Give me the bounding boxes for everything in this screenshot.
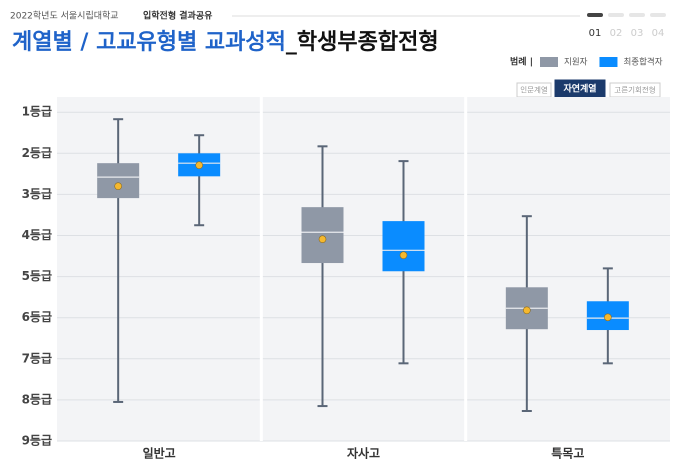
legend-swatch <box>599 57 618 67</box>
page-number[interactable]: 01 <box>589 28 602 39</box>
plot-background <box>57 97 670 441</box>
mean-dot <box>523 306 531 315</box>
legend-swatch <box>540 57 558 67</box>
page-bar[interactable] <box>608 13 624 17</box>
mean-dot <box>399 251 408 260</box>
title-sub: _학생부종합전형 <box>286 29 439 55</box>
page-number[interactable]: 03 <box>631 28 644 39</box>
header-school: 2022학년도 서울시립대학교 <box>10 11 119 22</box>
page-bar[interactable] <box>629 13 645 17</box>
y-tick-label: 9등급 <box>22 434 52 448</box>
title-main: 계열별 / 고교유형별 교과성적 <box>12 30 286 55</box>
y-tick-label: 3등급 <box>22 187 52 201</box>
legend-label: 지원자 <box>564 58 588 68</box>
page-bar[interactable] <box>650 13 666 17</box>
x-tick-label: 특목고 <box>551 446 584 461</box>
page-number[interactable]: 02 <box>610 28 623 39</box>
mean-dot <box>318 235 327 244</box>
header-section: 입학전형 결과공유 <box>143 10 212 22</box>
box <box>382 221 425 272</box>
page-bar[interactable] <box>587 13 603 17</box>
mean-dot <box>114 182 122 190</box>
box <box>97 163 140 199</box>
y-tick-label: 1등급 <box>22 105 52 119</box>
legend-label: 범례 | <box>510 56 533 68</box>
y-tick-label: 7등급 <box>22 351 52 365</box>
page-number[interactable]: 04 <box>652 28 665 39</box>
tab-label[interactable]: 고른기회전형 <box>614 85 655 95</box>
y-tick-label: 2등급 <box>22 146 52 160</box>
mean-dot <box>604 313 612 322</box>
y-tick-label: 4등급 <box>22 228 52 242</box>
tab-label[interactable]: 자연계열 <box>563 83 596 95</box>
x-tick-label: 일반고 <box>143 446 176 461</box>
mean-dot <box>195 161 203 170</box>
y-tick-label: 6등급 <box>22 310 52 324</box>
legend-label: 최종합격자 <box>623 57 662 68</box>
y-tick-label: 5등급 <box>22 269 52 283</box>
x-tick-label: 자사고 <box>347 446 380 461</box>
box <box>301 207 344 264</box>
y-tick-label: 8등급 <box>22 392 52 406</box>
tab-label[interactable]: 인문계열 <box>520 85 548 95</box>
